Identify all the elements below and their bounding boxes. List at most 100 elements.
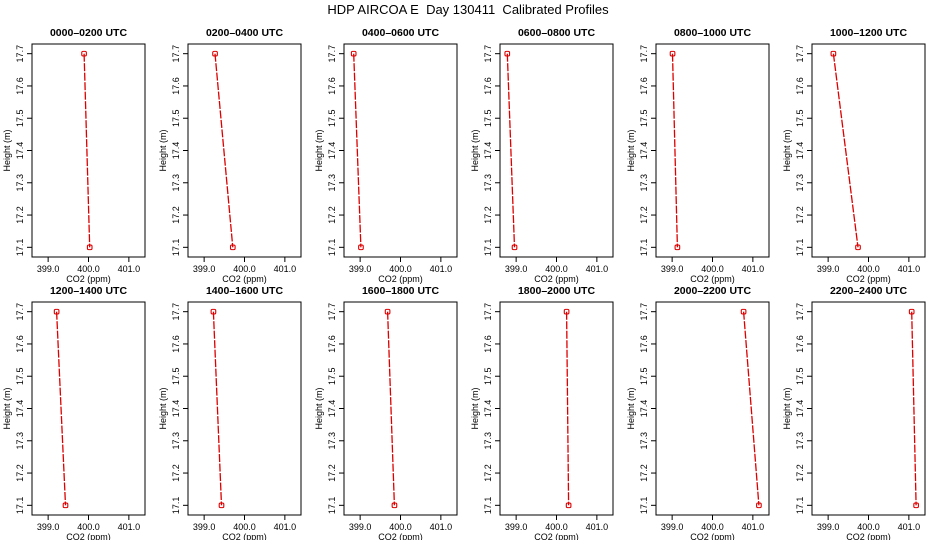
y-tick-label: 17.4 (795, 142, 805, 160)
plot-frame (343, 301, 458, 516)
y-tick-label: 17.3 (639, 174, 649, 192)
y-tick-label: 17.2 (15, 464, 25, 482)
y-axis-label: Height (m) (158, 387, 168, 429)
data-point (62, 502, 69, 509)
y-axis-label: Height (m) (782, 129, 792, 171)
panel-title: 0800–1000 UTC (674, 27, 751, 39)
profile-line (212, 311, 223, 506)
y-tick-label: 17.1 (327, 239, 337, 257)
x-tick-label: 401.0 (118, 264, 141, 274)
y-tick-label: 17.1 (639, 497, 649, 515)
data-point (212, 50, 218, 57)
y-tick-label: 17.6 (795, 77, 805, 95)
y-tick-label: 17.5 (327, 109, 337, 127)
x-tick-label: 401.0 (742, 522, 765, 532)
y-axis-label: Height (m) (2, 129, 12, 171)
panel-2: 0200–0400 UTC 399.0 400.0 401.0 17.1 17.2 17.3… (158, 27, 302, 284)
y-tick-label: 17.7 (795, 303, 805, 321)
panel-9: 1600–1800 UTC 399.0 400.0 401.0 17.1 17.2 17.3… (314, 285, 458, 540)
data-point (86, 244, 93, 251)
x-tick-label: 400.0 (77, 522, 100, 532)
plot-frame (499, 301, 614, 516)
x-axis-label: CO2 (ppm) (846, 274, 891, 284)
data-point (511, 244, 518, 251)
y-tick-label: 17.7 (171, 303, 181, 321)
y-tick-label: 17.4 (171, 400, 181, 418)
x-axis-label: CO2 (ppm) (222, 274, 267, 284)
panel-title: 1800–2000 UTC (518, 285, 595, 297)
x-tick-label: 400.0 (233, 264, 256, 274)
y-tick-label: 17.3 (795, 432, 805, 450)
panel-title: 1000–1200 UTC (830, 27, 907, 39)
y-tick-label: 17.3 (327, 432, 337, 450)
y-tick-label: 17.5 (171, 367, 181, 385)
y-tick-label: 17.4 (639, 400, 649, 418)
x-tick-label: 400.0 (389, 264, 412, 274)
x-tick-label: 399.0 (505, 522, 528, 532)
x-tick-label: 400.0 (389, 522, 412, 532)
data-point (740, 308, 747, 315)
data-point (669, 50, 676, 57)
y-axis-label: Height (m) (626, 387, 636, 429)
y-tick-label: 17.6 (795, 335, 805, 353)
data-point (504, 50, 511, 57)
x-tick-label: 399.0 (817, 522, 840, 532)
plot-frame (811, 301, 926, 516)
y-tick-label: 17.4 (327, 400, 337, 418)
y-tick-label: 17.1 (639, 239, 649, 257)
x-axis-label: CO2 (ppm) (690, 532, 735, 540)
y-tick-label: 17.3 (639, 432, 649, 450)
y-tick-label: 17.1 (171, 497, 181, 515)
data-point (391, 502, 398, 509)
y-tick-label: 17.1 (171, 239, 181, 257)
y-tick-label: 17.4 (327, 142, 337, 160)
y-tick-label: 17.6 (15, 77, 25, 95)
x-tick-label: 401.0 (586, 264, 609, 274)
panel-title: 0400–0600 UTC (362, 27, 439, 39)
data-point (674, 244, 681, 251)
y-tick-label: 17.4 (483, 400, 493, 418)
data-point (565, 502, 572, 509)
plot-frame (343, 43, 458, 258)
x-tick-label: 399.0 (349, 522, 372, 532)
x-tick-label: 400.0 (233, 522, 256, 532)
data-point (218, 502, 225, 509)
y-tick-label: 17.7 (171, 45, 181, 63)
y-tick-label: 17.5 (795, 109, 805, 127)
data-point (913, 502, 919, 509)
y-tick-label: 17.6 (327, 77, 337, 95)
y-tick-label: 17.4 (483, 142, 493, 160)
profile-line (55, 311, 67, 506)
x-tick-label: 400.0 (857, 522, 880, 532)
y-tick-label: 17.1 (483, 239, 493, 257)
y-tick-label: 17.7 (15, 303, 25, 321)
y-tick-label: 17.4 (15, 400, 25, 418)
y-tick-label: 17.3 (795, 174, 805, 192)
y-tick-label: 17.1 (327, 497, 337, 515)
y-tick-label: 17.2 (171, 464, 181, 482)
x-tick-label: 401.0 (274, 264, 297, 274)
x-axis-label: CO2 (ppm) (534, 274, 579, 284)
data-point (563, 308, 570, 315)
panel-6: 1000–1200 UTC 399.0 400.0 401.0 17.1 17.2 17.3… (782, 27, 926, 284)
data-point (830, 50, 837, 57)
x-tick-label: 401.0 (118, 522, 141, 532)
profile-line (214, 53, 234, 248)
y-axis-label: Height (m) (2, 387, 12, 429)
x-axis-label: CO2 (ppm) (378, 274, 423, 284)
y-tick-label: 17.6 (15, 335, 25, 353)
x-tick-label: 399.0 (505, 264, 528, 274)
x-tick-label: 399.0 (193, 264, 216, 274)
y-tick-label: 17.4 (171, 142, 181, 160)
x-tick-label: 400.0 (857, 264, 880, 274)
y-tick-label: 17.4 (795, 400, 805, 418)
y-tick-label: 17.6 (639, 77, 649, 95)
y-tick-label: 17.1 (15, 497, 25, 515)
y-tick-label: 17.2 (639, 464, 649, 482)
profile-line (832, 53, 859, 248)
x-axis-label: CO2 (ppm) (66, 274, 111, 284)
panel-5: 0800–1000 UTC 399.0 400.0 401.0 17.1 17.2 17.3… (626, 27, 770, 284)
y-tick-label: 17.7 (483, 45, 493, 63)
profile-line (671, 53, 679, 248)
